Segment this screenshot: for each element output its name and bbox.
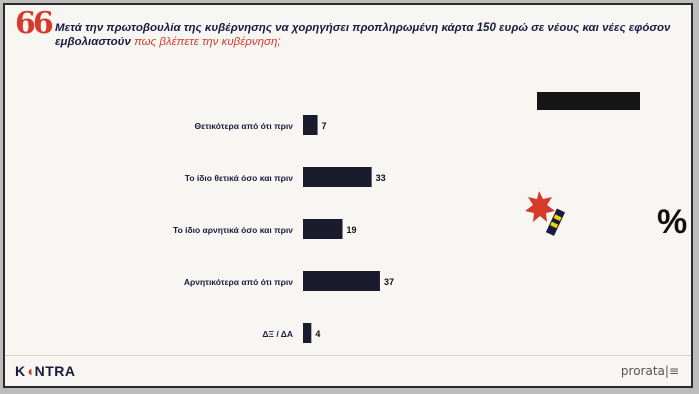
survey-question: Μετά την πρωτοβουλία της κυβέρνησης να χ… <box>55 21 675 49</box>
category-label: Το ίδιο αρνητικά όσο και πριν <box>173 225 293 235</box>
question-highlight: πως βλέπετε την κυβέρνηση; <box>134 36 281 48</box>
brand-mark: ◖ <box>25 363 35 379</box>
bar <box>303 271 380 291</box>
bar <box>303 323 312 343</box>
value-label: 4 <box>315 329 320 339</box>
source-logo: prorata|≡ <box>620 364 679 378</box>
bar-chart: Θετικότερα από ότι πριν 7 Το ίδιο θετικά ό… <box>173 115 394 343</box>
value-label: 33 <box>376 173 386 183</box>
value-label: 37 <box>384 277 394 287</box>
category-label: Το ίδιο θετικά όσο και πριν <box>185 173 293 183</box>
question-text: Μετά την πρωτοβουλία της κυβέρνησης να χ… <box>55 22 671 48</box>
bar <box>303 219 343 239</box>
footer: K◖NTRA prorata|≡ <box>5 355 691 386</box>
category-label: Αρνητικότερα από ότι πριν <box>184 277 293 287</box>
bar <box>303 115 318 135</box>
brand-logo: K◖NTRA <box>15 363 75 379</box>
slide-frame: 66 Μετά την πρωτοβουλία της κυβέρνησης ν… <box>3 3 693 388</box>
bar <box>303 167 372 187</box>
category-label: ΔΞ / ΔΑ <box>262 329 293 339</box>
value-label: 7 <box>322 121 327 131</box>
quote-icon: 66 <box>15 6 54 41</box>
redacted-box <box>537 92 640 110</box>
brand-text-end: NTRA <box>34 363 76 379</box>
brand-text-start: K <box>15 363 26 379</box>
unit-label: % <box>657 203 688 241</box>
category-label: Θετικότερα από ότι πριν <box>194 121 293 131</box>
decoration-icon <box>525 191 566 236</box>
value-label: 19 <box>347 225 357 235</box>
